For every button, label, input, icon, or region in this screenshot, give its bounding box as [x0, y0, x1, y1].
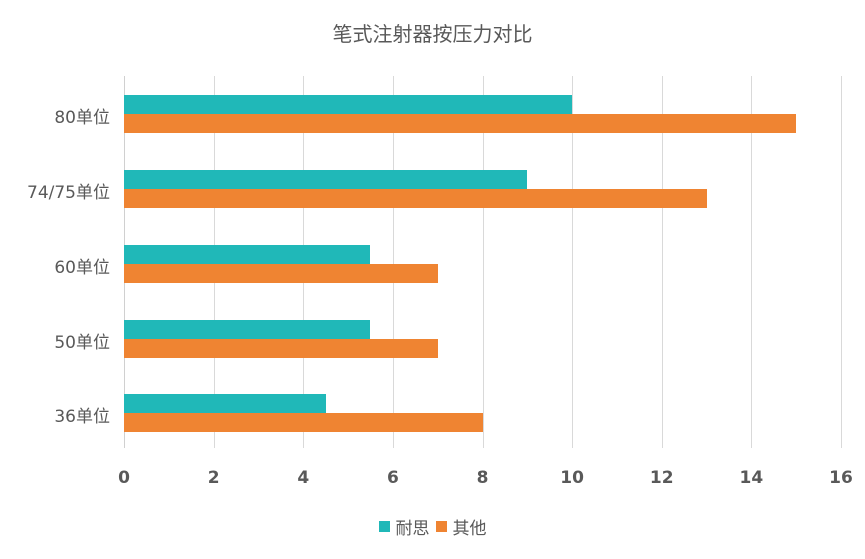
y-category-label: 36单位 [54, 407, 110, 427]
y-category-label: 80单位 [54, 108, 110, 128]
y-category-label: 50单位 [54, 333, 110, 353]
bar-other[interactable] [124, 339, 438, 358]
legend-swatch-naisi-icon [378, 521, 390, 532]
x-tick-label: 4 [297, 468, 310, 488]
chart-title: 笔式注射器按压力对比 [332, 22, 533, 46]
legend-item-other[interactable]: 其他 [435, 514, 487, 539]
x-tick-label: 14 [739, 468, 764, 488]
x-tick-label: 12 [649, 468, 674, 488]
x-tick-label: 6 [386, 468, 399, 488]
legend-item-naisi[interactable]: 耐思 [378, 514, 430, 539]
x-tick-label: 2 [207, 468, 220, 488]
x-tick-label: 10 [560, 468, 584, 488]
bar-naisi[interactable] [124, 320, 371, 339]
y-category-label: 74/75单位 [27, 183, 110, 203]
bar-other[interactable] [124, 114, 797, 133]
gridline [841, 76, 842, 448]
gridline [392, 76, 394, 448]
x-tick-label: 8 [476, 468, 489, 488]
gridline [572, 76, 574, 448]
bar-naisi[interactable] [124, 245, 371, 264]
bar-other[interactable] [124, 189, 707, 208]
x-tick-label: 16 [829, 468, 853, 488]
plot-area [124, 76, 842, 448]
bar-naisi[interactable] [124, 394, 326, 413]
legend: 耐思 其他 [0, 514, 865, 539]
gridline [482, 76, 484, 448]
legend-label-other: 其他 [452, 519, 487, 539]
legend-label-naisi: 耐思 [395, 519, 430, 539]
bar-naisi[interactable] [124, 95, 573, 114]
y-category-label: 60单位 [54, 258, 110, 278]
x-tick-label: 0 [118, 468, 130, 488]
bar-naisi[interactable] [124, 170, 528, 189]
bar-other[interactable] [124, 264, 438, 283]
gridline [661, 76, 663, 448]
gridline [751, 76, 753, 448]
legend-swatch-other-icon [435, 521, 447, 532]
bar-other[interactable] [124, 413, 483, 432]
